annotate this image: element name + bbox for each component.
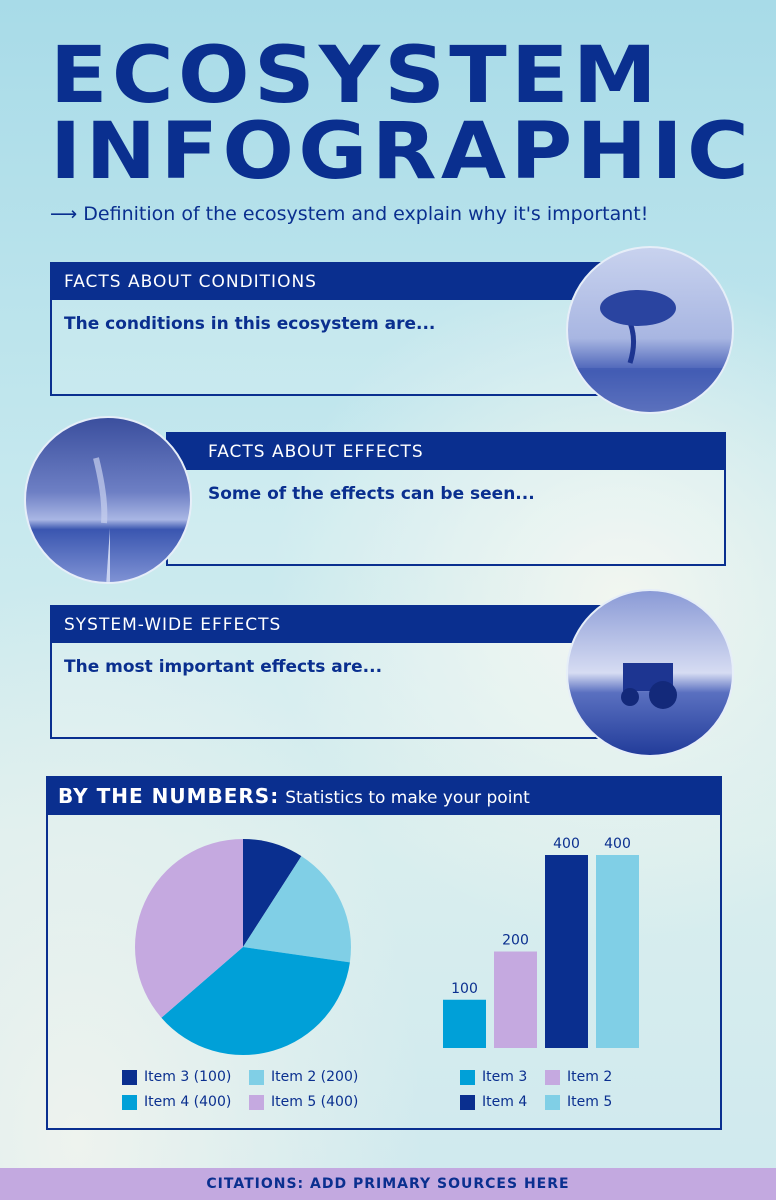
pie-legend-item: Item 3 (100) bbox=[122, 1069, 231, 1085]
legend-swatch bbox=[122, 1069, 137, 1085]
legend-swatch bbox=[249, 1069, 264, 1085]
tornado-field-photo bbox=[24, 416, 192, 584]
citations-footer: CITATIONS: ADD PRIMARY SOURCES HERE bbox=[0, 1168, 776, 1200]
bar-legend-item: Item 4 bbox=[460, 1094, 527, 1110]
legend-label: Item 4 bbox=[482, 1094, 528, 1110]
legend-label: Item 2 (200) bbox=[271, 1069, 359, 1085]
pie-legend-item: Item 4 (400) bbox=[122, 1094, 231, 1110]
pie-slice-item-5 bbox=[134, 839, 243, 1018]
legend-label: Item 2 bbox=[567, 1069, 613, 1085]
bar-item-3 bbox=[443, 999, 486, 1048]
legend-swatch bbox=[545, 1094, 560, 1110]
legend-swatch bbox=[460, 1069, 475, 1085]
legend-label: Item 3 (100) bbox=[144, 1069, 232, 1085]
effects-card: FACTS ABOUT EFFECTS Some of the effects … bbox=[166, 432, 726, 566]
legend-swatch bbox=[249, 1094, 264, 1110]
pie-slice-item-3 bbox=[243, 839, 302, 947]
bar-data-label: 200 bbox=[502, 933, 529, 949]
by-the-numbers-panel: BY THE NUMBERS: Statistics to make your p… bbox=[46, 776, 722, 1130]
pie-slice-item-2 bbox=[243, 856, 352, 963]
subtitle: ⟶ Definition of the ecosystem and explai… bbox=[50, 203, 649, 225]
bar-data-label: 400 bbox=[553, 836, 580, 852]
legend-label: Item 5 (400) bbox=[271, 1094, 359, 1110]
bar-data-label: 100 bbox=[451, 981, 478, 997]
numbers-subheading: Statistics to make your point bbox=[285, 788, 530, 808]
pie-legend-item: Item 5 (400) bbox=[249, 1094, 358, 1110]
numbers-heading: BY THE NUMBERS: bbox=[58, 784, 280, 808]
pie-slice-item-4 bbox=[161, 947, 350, 1055]
system-wide-card: SYSTEM-WIDE EFFECTS The most important e… bbox=[50, 605, 610, 739]
legend-label: Item 3 bbox=[482, 1069, 528, 1085]
bar-data-label: 400 bbox=[604, 836, 631, 852]
bar-item-5 bbox=[596, 855, 639, 1048]
card-heading: FACTS ABOUT EFFECTS bbox=[168, 434, 724, 470]
tractor-photo bbox=[566, 589, 734, 757]
pie-legend-item: Item 2 (200) bbox=[249, 1069, 358, 1085]
card-body: The most important effects are... bbox=[64, 657, 383, 677]
bar-legend-item: Item 3 bbox=[460, 1069, 527, 1085]
legend-label: Item 4 (400) bbox=[144, 1094, 232, 1110]
card-body: Some of the effects can be seen... bbox=[208, 484, 535, 504]
card-heading: FACTS ABOUT CONDITIONS bbox=[52, 264, 608, 300]
legend-label: Item 5 bbox=[567, 1094, 613, 1110]
card-heading: SYSTEM-WIDE EFFECTS bbox=[52, 607, 608, 643]
legend-swatch bbox=[460, 1094, 475, 1110]
card-body: The conditions in this ecosystem are... bbox=[64, 314, 436, 334]
legend-swatch bbox=[545, 1069, 560, 1085]
bar-legend-item: Item 5 bbox=[545, 1094, 612, 1110]
page-title: ECOSYSTEM INFOGRAPHIC bbox=[50, 31, 754, 197]
bar-item-4 bbox=[545, 855, 588, 1048]
bar-item-2 bbox=[494, 951, 537, 1048]
bar-legend-item: Item 2 bbox=[545, 1069, 612, 1085]
legend-swatch bbox=[122, 1094, 137, 1110]
